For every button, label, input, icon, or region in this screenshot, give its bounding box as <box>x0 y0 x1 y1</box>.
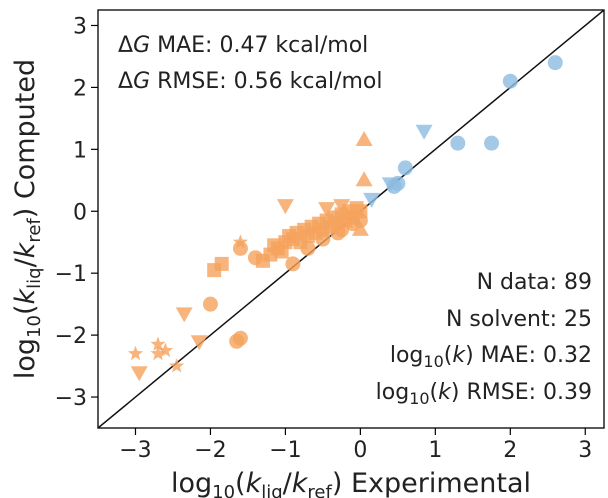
blue-circle-point <box>397 160 413 176</box>
x-tick-label: 3 <box>578 438 592 463</box>
orange-triangle-down-point <box>333 199 351 215</box>
orange-square-point <box>267 238 282 253</box>
orange-triangle-up-point <box>355 171 373 187</box>
x-tick-label: −3 <box>119 438 151 463</box>
orange-circle-point <box>202 296 218 312</box>
x-tick-label: 1 <box>428 438 442 463</box>
orange-square-point <box>214 256 229 271</box>
annotation-logk-mae: log10(k) MAE: 0.32 <box>390 343 592 371</box>
annotation-n-data: N data: 89 <box>477 270 592 295</box>
annotation-n-solvent: N solvent: 25 <box>446 307 592 332</box>
orange-triangle-down-point <box>190 335 208 351</box>
plot-frame <box>97 9 605 429</box>
x-tick-label: 0 <box>353 438 367 463</box>
orange-triangle-up-point <box>355 131 373 147</box>
annotation-logk-rmse: log10(k) RMSE: 0.39 <box>376 380 592 408</box>
orange-square-point <box>353 204 368 219</box>
y-axis-title: log10(kliq/kref) Computed <box>10 59 45 379</box>
blue-triangle-down-point <box>363 192 381 208</box>
y-tick-label: 1 <box>73 138 87 163</box>
y-tick-label: −1 <box>55 262 87 287</box>
orange-circle-point <box>285 256 301 272</box>
y-tick-label: 0 <box>73 200 87 225</box>
orange-star-point <box>150 345 166 361</box>
y-tick-label: −2 <box>55 324 87 349</box>
orange-star-point <box>150 336 166 351</box>
annotation-dg-mae: ΔG MAE: 0.47 kcal/mol <box>118 33 368 58</box>
y-tick-label: 3 <box>73 14 87 39</box>
orange-triangle-down-point <box>276 199 294 215</box>
x-tick-label: −1 <box>269 438 301 463</box>
orange-star-point <box>169 358 185 373</box>
x-tick-label: −2 <box>194 438 226 463</box>
y-tick-label: 2 <box>73 76 87 101</box>
annotation-dg-rmse: ΔG RMSE: 0.56 kcal/mol <box>118 69 382 94</box>
blue-circle-point <box>547 55 563 71</box>
orange-triangle-down-point <box>175 307 193 323</box>
x-axis-title: log10(kliq/kref) Experimental <box>171 468 531 498</box>
orange-star-point <box>157 342 174 358</box>
blue-triangle-down-point <box>381 177 399 193</box>
orange-circle-point <box>232 240 248 256</box>
y-tick-label: −3 <box>55 386 87 411</box>
x-tick-label: 2 <box>503 438 517 463</box>
orange-square-point <box>255 253 270 268</box>
orange-triangle-down-point <box>130 366 148 382</box>
orange-triangle-down-point <box>318 202 336 218</box>
blue-circle-point <box>450 135 466 151</box>
orange-star-point <box>127 345 144 361</box>
plot-marks <box>98 10 604 428</box>
orange-star-point <box>232 234 248 249</box>
blue-circle-point <box>484 135 500 151</box>
axis-ticks: −3 −2 −1 0 1 2 3 −3 −2 −1 0 1 2 3 <box>55 14 593 463</box>
blue-circle-point <box>502 73 518 89</box>
orange-triangle-up-point <box>351 220 369 236</box>
orange-circle-point <box>232 330 248 346</box>
blue-triangle-down-point <box>415 124 433 140</box>
